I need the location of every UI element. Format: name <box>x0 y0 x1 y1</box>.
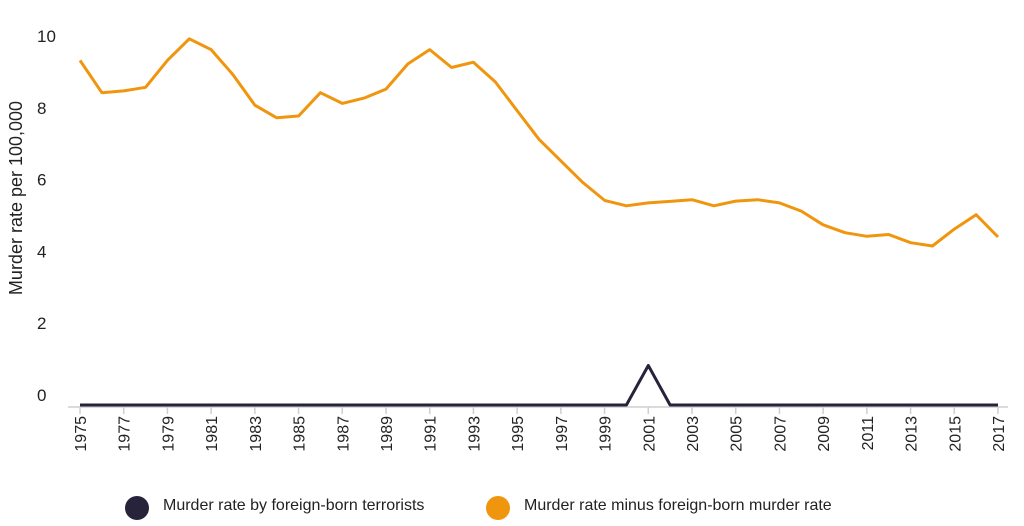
y-axis: 0 2 4 6 8 10 <box>37 27 56 405</box>
x-tick-label: 1985 <box>292 416 309 452</box>
x-tick-label: 2005 <box>729 416 746 452</box>
legend-item-terrorists[interactable]: Murder rate by foreign-born terrorists <box>125 496 424 520</box>
legend-marker-minus-foreign-born <box>486 496 510 520</box>
legend-marker-terrorists <box>125 496 149 520</box>
x-tick-label: 1979 <box>160 416 177 452</box>
x-tick-label: 1987 <box>335 416 352 452</box>
legend-label-terrorists: Murder rate by foreign-born terrorists <box>163 497 425 514</box>
x-tick-label: 1989 <box>379 416 396 452</box>
x-tick-label: 2017 <box>991 416 1008 452</box>
y-tick-label: 10 <box>37 27 56 46</box>
x-tick-label: 1981 <box>204 416 221 452</box>
series-line-terrorists <box>80 364 998 407</box>
x-tick-label: 2001 <box>641 416 658 452</box>
x-tick-label: 1993 <box>466 416 483 452</box>
x-tick-label: 2007 <box>772 416 789 452</box>
x-tick-label: 1983 <box>248 416 265 452</box>
x-tick-label: 2013 <box>904 416 921 452</box>
legend-label-minus-foreign-born: Murder rate minus foreign-born murder ra… <box>524 497 832 514</box>
y-tick-label: 4 <box>37 242 46 261</box>
x-tick-label: 2009 <box>816 416 833 452</box>
y-tick-label: 8 <box>37 99 46 118</box>
x-axis: 1975 1977 1979 1981 1983 1985 1987 1989 1991 1993… <box>73 407 1008 452</box>
legend: Murder rate by foreign-born terrorists M… <box>0 496 1024 526</box>
x-tick-label: 1997 <box>554 416 571 452</box>
x-tick-label: 2003 <box>685 416 702 452</box>
x-tick-label: 2015 <box>947 416 964 452</box>
y-tick-label: 6 <box>37 171 46 190</box>
legend-item-minus-foreign-born[interactable]: Murder rate minus foreign-born murder ra… <box>486 496 832 520</box>
x-tick-label: 1995 <box>510 416 527 452</box>
x-tick-label: 1975 <box>73 416 90 452</box>
x-tick-label: 1999 <box>598 416 615 452</box>
line-chart: 0 2 4 6 8 10 Murder rate per 100,000 1975 1977… <box>6 27 1008 452</box>
x-tick-label: 2011 <box>860 416 877 451</box>
x-tick-label: 1977 <box>117 416 134 452</box>
y-tick-label: 0 <box>37 386 46 405</box>
x-tick-label: 1991 <box>423 416 440 452</box>
series-layer <box>78 37 1000 407</box>
y-axis-title: Murder rate per 100,000 <box>6 101 26 295</box>
y-tick-label: 2 <box>37 314 46 333</box>
series-line-minus-foreign-born <box>78 37 1000 248</box>
